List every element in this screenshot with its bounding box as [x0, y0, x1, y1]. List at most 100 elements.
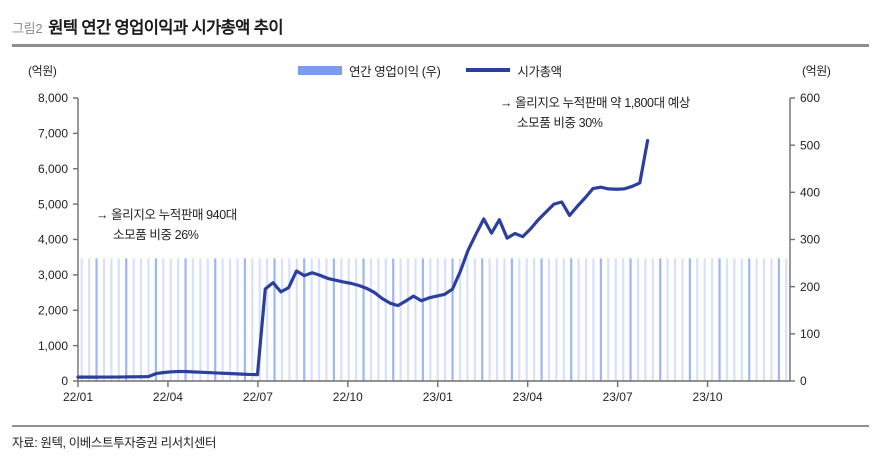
- bar-operating-profit: [785, 258, 788, 381]
- bar-operating-profit: [436, 258, 439, 381]
- bar-operating-profit: [725, 258, 729, 381]
- left-axis-tick-label: 2,000: [38, 303, 68, 317]
- page-title: 원텍 연간 영업이익과 시가총액 추이: [48, 19, 283, 37]
- bar-operating-profit: [199, 258, 202, 381]
- source-note: 자료: 원텍, 이베스트투자증권 리서치센터: [12, 436, 217, 450]
- legend-line-swatch-icon: [466, 68, 511, 72]
- bar-operating-profit: [132, 258, 135, 381]
- x-axis-tick-label: 22/10: [333, 390, 363, 404]
- bar-operating-profit: [592, 258, 595, 381]
- bar-operating-profit: [718, 258, 721, 381]
- left-axis-tick-label: 0: [61, 374, 68, 388]
- annotation-2-line-1: → 올리지오 누적판매 약 1,800대 예상: [500, 96, 690, 110]
- bar-operating-profit: [466, 258, 469, 381]
- bar-operating-profit: [622, 258, 625, 381]
- bar-operating-profit: [696, 258, 699, 381]
- bar-operating-profit: [681, 258, 684, 381]
- bar-operating-profit: [88, 258, 91, 381]
- bar-operating-profit: [429, 258, 432, 381]
- bar-operating-profit: [214, 258, 217, 381]
- bar-operating-profit: [399, 258, 402, 381]
- bar-operating-profit: [777, 258, 780, 381]
- bar-operating-profit: [577, 258, 580, 381]
- bar-operating-profit: [362, 258, 365, 381]
- legend-item-operating-profit: 연간 영업이익 (우): [298, 61, 441, 80]
- bar-operating-profit: [228, 258, 232, 381]
- left-axis-tick-label: 1,000: [38, 339, 68, 353]
- bar-operating-profit: [80, 258, 83, 381]
- left-axis-tick-label: 7,000: [38, 127, 68, 141]
- bar-operating-profit: [288, 258, 291, 381]
- bar-operating-profit: [770, 258, 773, 381]
- chart-svg: 0 1,000 2,000 3,000 4,000 5,000 6,000 7,000 8,00…: [38, 91, 820, 404]
- bar-operating-profit: [740, 258, 743, 381]
- bar-operating-profit: [325, 258, 328, 381]
- bar-operating-profit: [317, 258, 321, 381]
- bar-operating-profit: [266, 258, 269, 381]
- bar-operating-profit: [636, 258, 640, 381]
- left-axis-tick-label: 3,000: [38, 268, 68, 282]
- figure-number-label: 그림2: [12, 21, 43, 36]
- right-axis-tick-label: 600: [800, 91, 820, 105]
- bar-operating-profit: [125, 258, 128, 381]
- bar-operating-profit: [540, 258, 543, 381]
- right-axis-tick-label: 400: [800, 186, 820, 200]
- annotation-1-line-1: → 올리지오 누적판매 940대: [96, 208, 237, 222]
- bar-operating-profit: [503, 258, 506, 381]
- bar-operating-profit: [243, 258, 246, 381]
- bar-operating-profit: [154, 258, 157, 381]
- bar-operating-profit: [102, 258, 106, 381]
- bar-operating-profit: [177, 258, 180, 381]
- bar-operating-profit: [332, 258, 335, 381]
- bar-operating-profit: [644, 258, 647, 381]
- x-axis-tick-label: 22/01: [63, 390, 93, 404]
- x-axis-tick-label: 22/04: [153, 390, 183, 404]
- bar-operating-profit: [533, 258, 536, 381]
- bar-operating-profit: [169, 258, 172, 381]
- x-axis-tick-label: 22/07: [243, 390, 273, 404]
- bar-operating-profit: [206, 258, 209, 381]
- bar-operating-profit: [495, 258, 499, 381]
- chart-axes: [73, 97, 795, 387]
- bar-operating-profit: [518, 258, 521, 381]
- left-axis-tick-label: 5,000: [38, 197, 68, 211]
- right-axis-tick-label: 200: [800, 280, 820, 294]
- bar-operating-profit: [340, 258, 343, 381]
- bar-operating-profit: [562, 258, 565, 381]
- bar-operating-profit: [280, 258, 284, 381]
- bar-operating-profit: [614, 258, 617, 381]
- bar-operating-profit: [147, 258, 150, 381]
- bar-operating-profit: [384, 258, 387, 381]
- bar-operating-profit: [733, 258, 736, 381]
- bar-series-operating-profit: [80, 258, 788, 381]
- bar-operating-profit: [607, 258, 610, 381]
- chart-tick-labels: 0 1,000 2,000 3,000 4,000 5,000 6,000 7,000 8,00…: [38, 91, 820, 404]
- bar-operating-profit: [458, 258, 462, 381]
- header-divider: [12, 44, 869, 47]
- x-axis-tick-label: 23/04: [513, 390, 543, 404]
- bar-operating-profit: [473, 258, 476, 381]
- bar-operating-profit: [451, 258, 454, 381]
- bar-operating-profit: [310, 258, 313, 381]
- legend-item-market-cap: 시가총액: [466, 61, 562, 80]
- bar-operating-profit: [347, 258, 350, 381]
- left-axis-tick-label: 6,000: [38, 162, 68, 176]
- bar-operating-profit: [369, 258, 373, 381]
- bar-operating-profit: [555, 258, 558, 381]
- bar-operating-profit: [139, 258, 143, 381]
- bar-operating-profit: [659, 258, 662, 381]
- bar-operating-profit: [703, 258, 706, 381]
- bar-operating-profit: [258, 258, 261, 381]
- line-series-market-cap: [76, 138, 650, 379]
- bar-operating-profit: [570, 258, 573, 381]
- bar-operating-profit: [377, 258, 380, 381]
- bar-operating-profit: [711, 258, 714, 381]
- bar-operating-profit: [191, 258, 195, 381]
- bar-operating-profit: [673, 258, 677, 381]
- chart-legend: 연간 영업이익 (우) 시가총액: [298, 60, 562, 80]
- right-axis-tick-label: 500: [800, 138, 820, 152]
- bar-operating-profit: [414, 258, 417, 381]
- bar-operating-profit: [355, 258, 358, 381]
- bar-operating-profit: [221, 258, 224, 381]
